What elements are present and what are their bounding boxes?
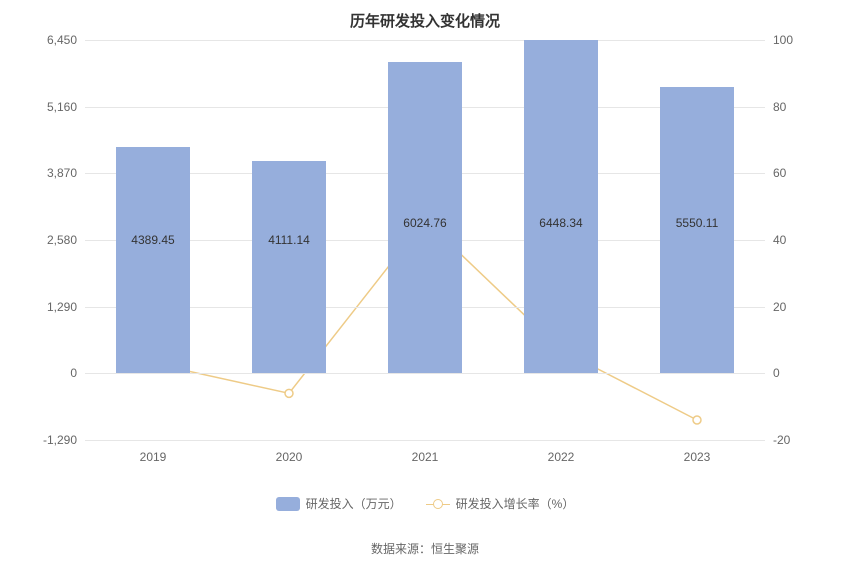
x-tick: 2021 (412, 440, 439, 464)
y-tick-left: -1,290 (43, 433, 85, 447)
x-tick: 2023 (684, 440, 711, 464)
plot-area: -1,290-20001,290202,580403,870605,160806… (85, 40, 765, 440)
x-tick: 2020 (276, 440, 303, 464)
rd-investment-chart: 历年研发投入变化情况 -1,290-20001,290202,580403,87… (0, 0, 850, 575)
bar (524, 40, 599, 373)
y-tick-left: 5,160 (47, 100, 85, 114)
y-tick-left: 1,290 (47, 300, 85, 314)
data-source: 数据来源：恒生聚源 (0, 540, 850, 557)
y-tick-left: 3,870 (47, 166, 85, 180)
y-tick-left: 6,450 (47, 33, 85, 47)
y-tick-right: 20 (765, 300, 786, 314)
y-tick-left: 0 (70, 366, 85, 380)
legend-label: 研发投入（万元） (306, 495, 402, 512)
line-marker (693, 416, 701, 424)
bar-value-label: 4389.45 (131, 233, 174, 247)
grid-line (85, 40, 765, 41)
legend-swatch-bar (276, 497, 300, 511)
y-tick-right: 80 (765, 100, 786, 114)
x-tick: 2019 (140, 440, 167, 464)
x-tick: 2022 (548, 440, 575, 464)
legend-label: 研发投入增长率（%） (456, 495, 575, 512)
y-tick-right: -20 (765, 433, 790, 447)
bar-value-label: 6448.34 (539, 216, 582, 230)
bar-value-label: 5550.11 (676, 216, 719, 230)
bar-value-label: 4111.14 (268, 233, 310, 247)
legend-item: 研发投入增长率（%） (426, 495, 575, 512)
line-marker (285, 389, 293, 397)
bar-value-label: 6024.76 (403, 216, 446, 230)
bar (116, 147, 191, 374)
grid-line (85, 373, 765, 374)
y-tick-right: 40 (765, 233, 786, 247)
chart-title: 历年研发投入变化情况 (0, 10, 850, 31)
y-tick-left: 2,580 (47, 233, 85, 247)
legend-item: 研发投入（万元） (276, 495, 402, 512)
bar (252, 161, 327, 373)
legend: 研发投入（万元） 研发投入增长率（%） (0, 495, 850, 516)
legend-swatch-line (426, 497, 450, 511)
y-tick-right: 0 (765, 366, 780, 380)
y-tick-right: 100 (765, 33, 793, 47)
y-tick-right: 60 (765, 166, 786, 180)
